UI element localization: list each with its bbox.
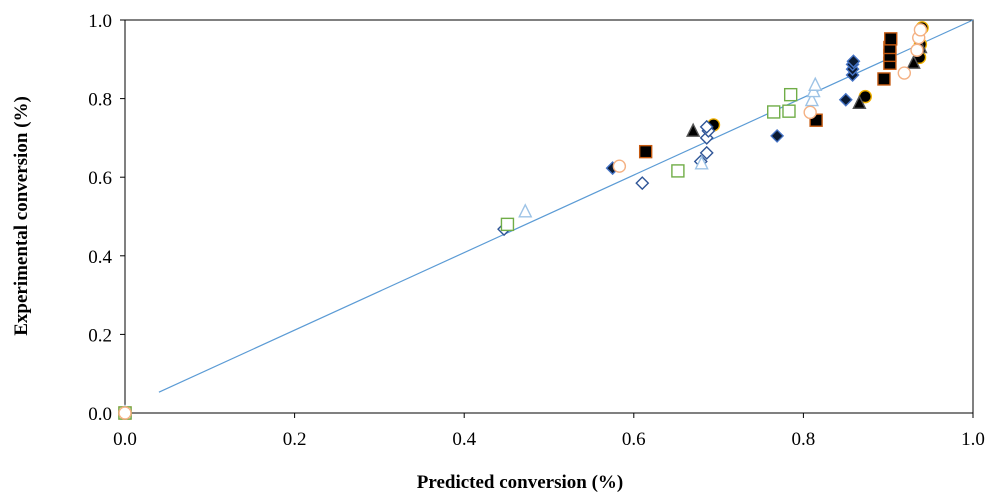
x-tick-label: 1.0 — [961, 429, 985, 450]
x-tick-label: 0.4 — [452, 429, 476, 450]
data-point — [782, 104, 796, 118]
y-tick-label: 0.8 — [88, 90, 112, 111]
y-tick-label: 0.0 — [88, 404, 112, 425]
data-point — [770, 128, 785, 143]
series-1 — [118, 21, 929, 420]
data-point — [118, 406, 132, 420]
data-point — [808, 76, 823, 91]
data-point — [913, 23, 928, 37]
y-tick-label: 0.4 — [88, 247, 112, 268]
data-point — [846, 54, 861, 69]
data-point — [518, 203, 533, 218]
data-point — [686, 122, 701, 137]
y-axis-title: Experimental conversion (%) — [11, 96, 32, 336]
data-point — [500, 217, 515, 232]
series-7 — [118, 87, 798, 420]
data-point — [803, 105, 817, 120]
data-point — [838, 92, 853, 107]
data-point — [804, 91, 820, 107]
data-point — [884, 32, 898, 46]
data-point — [783, 87, 798, 102]
data-point — [699, 119, 714, 134]
data-point — [767, 105, 781, 119]
data-point — [671, 164, 685, 178]
data-point — [877, 72, 891, 86]
series-8 — [118, 23, 928, 420]
data-point — [699, 145, 714, 160]
y-tick-label: 1.0 — [88, 11, 112, 32]
y-tick-label: 0.6 — [88, 168, 112, 189]
x-tick-label: 0.0 — [113, 429, 137, 450]
data-point — [852, 94, 867, 110]
trendline — [158, 19, 974, 393]
data-point — [897, 66, 912, 80]
x-tick-label: 0.6 — [622, 429, 646, 450]
data-point — [635, 176, 650, 191]
data-point — [694, 155, 709, 170]
data-point — [612, 159, 627, 173]
x-tick-label: 0.8 — [792, 429, 816, 450]
data-point — [906, 54, 921, 69]
y-tick-label: 0.2 — [88, 325, 112, 346]
data-point — [910, 43, 924, 57]
data-point — [638, 144, 653, 159]
plot-frame — [124, 19, 974, 414]
series-5 — [118, 32, 898, 420]
x-tick-label: 0.2 — [283, 429, 307, 450]
x-axis-title: Predicted conversion (%) — [417, 472, 624, 493]
